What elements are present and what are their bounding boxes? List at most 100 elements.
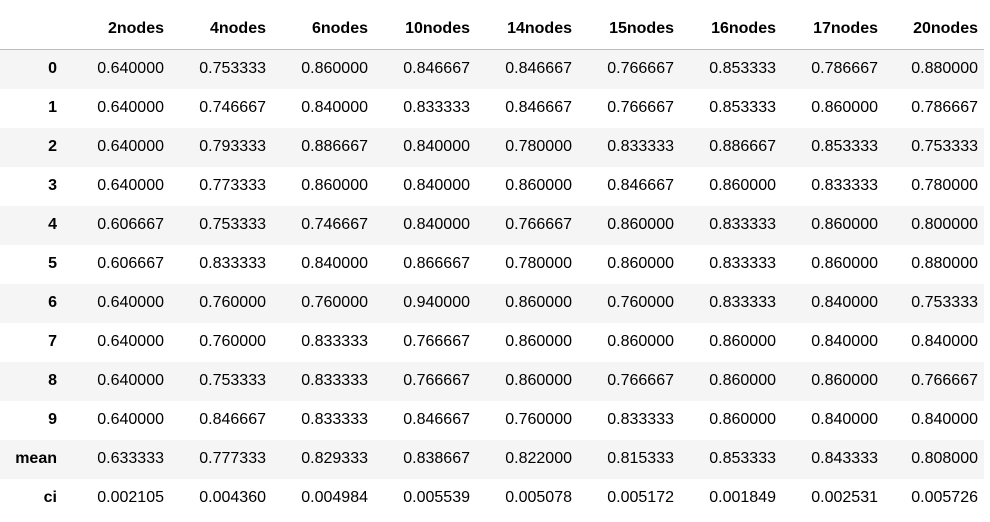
table-cell: 0.846667 bbox=[607, 177, 674, 194]
table-cell: 0.833333 bbox=[301, 333, 368, 350]
table-cell: 0.640000 bbox=[97, 372, 164, 389]
table-cell: 0.846667 bbox=[505, 99, 572, 116]
table-cell: 0.640000 bbox=[97, 60, 164, 78]
table-cell: 0.829333 bbox=[301, 450, 368, 467]
table-cell: 0.800000 bbox=[911, 216, 978, 233]
table-cell: 0.780000 bbox=[505, 138, 572, 155]
row-index-label: 1 bbox=[48, 99, 57, 116]
table-row: mean 0.633333 0.777333 0.829333 0.838667 0.82… bbox=[0, 439, 984, 479]
table-cell: 0.840000 bbox=[811, 411, 878, 428]
table-cell: 0.860000 bbox=[505, 294, 572, 311]
table-row: 7 0.640000 0.760000 0.833333 0.766667 0.86000… bbox=[0, 322, 984, 362]
table-cell: 0.846667 bbox=[505, 60, 572, 78]
table-cell: 0.860000 bbox=[811, 255, 878, 272]
table-cell: 0.766667 bbox=[607, 99, 674, 116]
table-cell: 0.833333 bbox=[709, 294, 776, 311]
table-cell: 0.640000 bbox=[97, 294, 164, 311]
table-cell: 0.760000 bbox=[301, 294, 368, 311]
column-header: 2nodes bbox=[68, 8, 170, 50]
table-cell: 0.860000 bbox=[301, 60, 368, 78]
table-cell: 0.786667 bbox=[811, 60, 878, 78]
row-index-label: 0 bbox=[48, 60, 57, 78]
index-header bbox=[0, 8, 68, 50]
row-index-label: 4 bbox=[48, 216, 57, 233]
table-cell: 0.853333 bbox=[709, 99, 776, 116]
table-cell: 0.753333 bbox=[911, 138, 978, 155]
table-cell: 0.766667 bbox=[607, 60, 674, 78]
table-cell: 0.853333 bbox=[709, 450, 776, 467]
table-cell: 0.940000 bbox=[403, 294, 470, 311]
table-row: 6 0.640000 0.760000 0.760000 0.940000 0.86000… bbox=[0, 283, 984, 323]
table-cell: 0.777333 bbox=[199, 450, 266, 467]
table-cell: 0.780000 bbox=[911, 177, 978, 194]
table-cell: 0.840000 bbox=[403, 138, 470, 155]
table-cell: 0.880000 bbox=[911, 60, 978, 78]
row-index-label: 9 bbox=[48, 411, 57, 428]
table-cell: 0.005078 bbox=[505, 489, 572, 506]
table-cell: 0.753333 bbox=[199, 216, 266, 233]
table-cell: 0.846667 bbox=[403, 411, 470, 428]
table-cell: 0.860000 bbox=[607, 216, 674, 233]
table-cell: 0.640000 bbox=[97, 411, 164, 428]
table-cell: 0.002105 bbox=[97, 489, 164, 506]
table-cell: 0.860000 bbox=[811, 99, 878, 116]
table-cell: 0.640000 bbox=[97, 333, 164, 350]
table-cell: 0.866667 bbox=[403, 255, 470, 272]
row-index-label: 2 bbox=[48, 138, 57, 155]
table-row: 2 0.640000 0.793333 0.886667 0.840000 0.78000… bbox=[0, 127, 984, 167]
table-row: 0 0.640000 0.753333 0.860000 0.846667 0.84666… bbox=[0, 49, 984, 89]
table-cell: 0.833333 bbox=[607, 411, 674, 428]
column-header: 14nodes bbox=[476, 8, 578, 50]
table-cell: 0.640000 bbox=[97, 177, 164, 194]
row-index-label: 6 bbox=[48, 294, 57, 311]
table-cell: 0.760000 bbox=[505, 411, 572, 428]
table-row: 1 0.640000 0.746667 0.840000 0.833333 0.84666… bbox=[0, 88, 984, 128]
table-cell: 0.004360 bbox=[199, 489, 266, 506]
table-cell: 0.766667 bbox=[403, 372, 470, 389]
table-cell: 0.860000 bbox=[505, 333, 572, 350]
table-cell: 0.840000 bbox=[301, 255, 368, 272]
table-cell: 0.753333 bbox=[911, 294, 978, 311]
table-cell: 0.860000 bbox=[301, 177, 368, 194]
table-cell: 0.760000 bbox=[607, 294, 674, 311]
row-index-label: 5 bbox=[48, 255, 57, 272]
table-cell: 0.860000 bbox=[607, 255, 674, 272]
column-header: 4nodes bbox=[170, 8, 272, 50]
table-cell: 0.753333 bbox=[199, 372, 266, 389]
table-row: 9 0.640000 0.846667 0.833333 0.846667 0.76000… bbox=[0, 400, 984, 440]
table-cell: 0.833333 bbox=[403, 99, 470, 116]
table-cell: 0.840000 bbox=[403, 216, 470, 233]
table-row: ci 0.002105 0.004360 0.004984 0.005539 0.0050… bbox=[0, 478, 984, 518]
table-cell: 0.005172 bbox=[607, 489, 674, 506]
table-cell: 0.773333 bbox=[199, 177, 266, 194]
table-cell: 0.860000 bbox=[607, 333, 674, 350]
column-header: 20nodes bbox=[884, 8, 984, 50]
table-row: 4 0.606667 0.753333 0.746667 0.840000 0.76666… bbox=[0, 205, 984, 245]
table-cell: 0.833333 bbox=[301, 372, 368, 389]
table-header: 2nodes 4nodes 6nodes 10nodes 14nodes 15nodes 1… bbox=[0, 8, 984, 50]
table-cell: 0.846667 bbox=[403, 60, 470, 78]
table-cell: 0.005726 bbox=[911, 489, 978, 506]
table-cell: 0.766667 bbox=[403, 333, 470, 350]
table-cell: 0.860000 bbox=[709, 177, 776, 194]
table-cell: 0.840000 bbox=[811, 294, 878, 311]
table-cell: 0.766667 bbox=[911, 372, 978, 389]
table-cell: 0.843333 bbox=[811, 450, 878, 467]
table-cell: 0.840000 bbox=[301, 99, 368, 116]
column-header: 15nodes bbox=[578, 8, 680, 50]
table-cell: 0.640000 bbox=[97, 99, 164, 116]
table-cell: 0.766667 bbox=[505, 216, 572, 233]
table-cell: 0.860000 bbox=[709, 411, 776, 428]
table-cell: 0.746667 bbox=[199, 99, 266, 116]
table-cell: 0.780000 bbox=[505, 255, 572, 272]
table-cell: 0.640000 bbox=[97, 138, 164, 155]
table-cell: 0.840000 bbox=[911, 411, 978, 428]
table-cell: 0.808000 bbox=[911, 450, 978, 467]
table-row: 3 0.640000 0.773333 0.860000 0.840000 0.86000… bbox=[0, 166, 984, 206]
row-index-label: 7 bbox=[48, 333, 57, 350]
table-cell: 0.886667 bbox=[709, 138, 776, 155]
table-cell: 0.753333 bbox=[199, 60, 266, 78]
table-cell: 0.833333 bbox=[811, 177, 878, 194]
row-index-label: mean bbox=[15, 450, 57, 467]
